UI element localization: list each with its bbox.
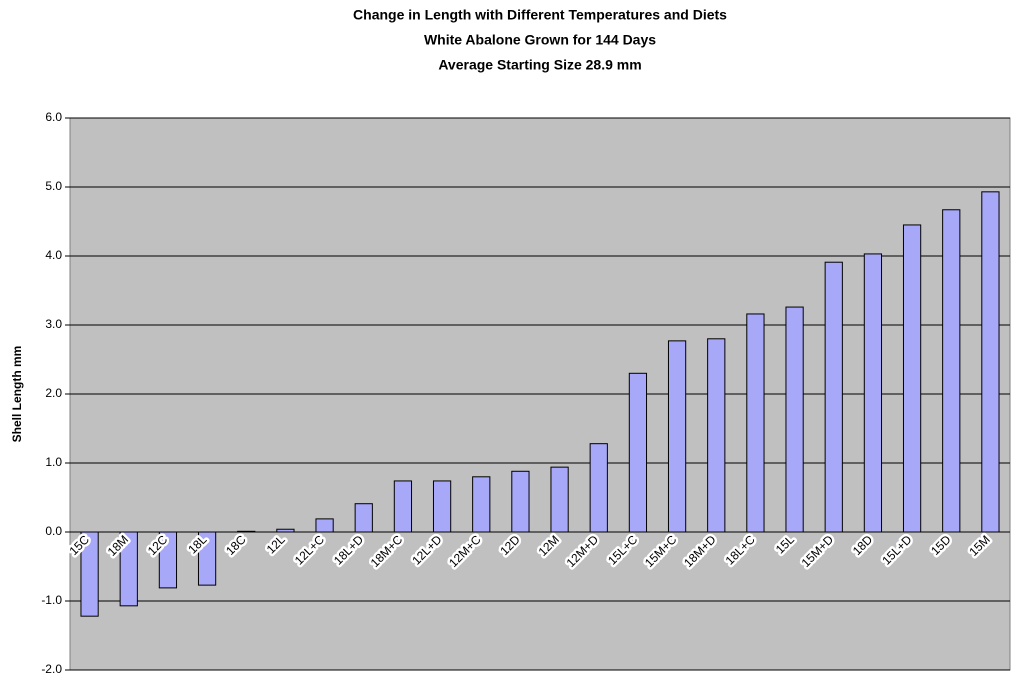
y-tick-label: 4.0 — [45, 248, 62, 262]
bar — [707, 338, 726, 533]
y-tick-label: -2.0 — [41, 662, 62, 676]
y-tick-label: -1.0 — [41, 593, 62, 607]
bar — [197, 531, 217, 586]
bar — [902, 224, 922, 533]
bar — [276, 528, 295, 533]
bar — [315, 518, 334, 533]
bar — [80, 531, 99, 617]
bar — [511, 470, 530, 533]
bar — [863, 253, 883, 533]
bar — [550, 466, 569, 533]
chart-subtitle: White Abalone Grown for 144 Days — [424, 32, 656, 48]
bar — [589, 443, 608, 533]
bar — [628, 372, 648, 533]
y-axis-label: Shell Length mm — [10, 346, 24, 443]
bar — [432, 480, 452, 533]
bar — [824, 261, 843, 533]
chart-title: Change in Length with Different Temperat… — [353, 7, 727, 23]
bar — [942, 209, 961, 533]
y-tick-label: 5.0 — [45, 179, 62, 193]
bar — [237, 530, 256, 533]
bar — [667, 340, 687, 533]
y-tick-label: 6.0 — [45, 110, 62, 124]
bar — [746, 313, 765, 533]
bar — [981, 191, 1000, 533]
y-tick-label: 2.0 — [45, 386, 62, 400]
y-tick-label: 3.0 — [45, 317, 62, 331]
bar — [472, 476, 491, 533]
bar — [785, 306, 804, 533]
bar — [354, 503, 373, 533]
chart-subtitle: Average Starting Size 28.9 mm — [438, 57, 641, 73]
y-tick-label: 1.0 — [45, 455, 62, 469]
bar — [393, 480, 413, 533]
y-tick-label: 0.0 — [45, 524, 62, 538]
bar — [119, 531, 138, 607]
bar — [158, 531, 178, 589]
